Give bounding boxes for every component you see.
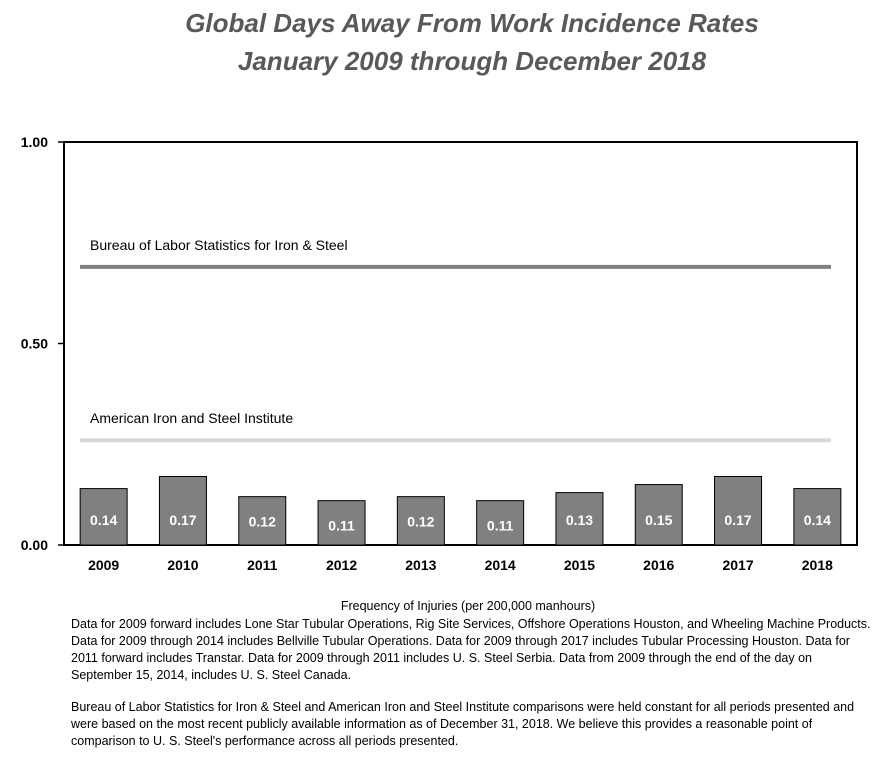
bar-2012: [317, 500, 366, 546]
chart-subtitle: January 2009 through December 2018: [237, 46, 707, 76]
y-tick-label: 1.00: [21, 134, 48, 150]
x-tick-label: 2013: [405, 557, 436, 573]
bar-2010: [158, 475, 207, 546]
bar-chart: 0.00 0.50 1.00 Bureau of Labor Statistics f…: [21, 134, 858, 573]
bar-2015: [555, 492, 604, 546]
bar-2017: [714, 475, 763, 546]
bar-value-label: 0.12: [249, 514, 276, 530]
bar-value-label: 0.17: [169, 512, 196, 528]
bar-2014: [476, 500, 525, 546]
x-tick-label: 2018: [802, 557, 833, 573]
y-tick-label: 0.00: [21, 537, 48, 553]
footnote-comparisons: Bureau of Labor Statistics for Iron & St…: [71, 700, 855, 748]
bar-2013: [396, 496, 445, 546]
reference-line-label-aisi: American Iron and Steel Institute: [90, 410, 293, 426]
x-tick-label: 2017: [722, 557, 753, 573]
bar-value-label: 0.14: [90, 512, 117, 528]
bar-2009: [79, 488, 128, 546]
bar-value-label: 0.13: [566, 512, 593, 528]
x-tick-label: 2015: [564, 557, 595, 573]
bar-value-label: 0.12: [407, 514, 434, 530]
footnote-data-scope: Data for 2009 forward includes Lone Star…: [71, 617, 871, 682]
x-tick-label: 2014: [485, 557, 516, 573]
x-tick-label: 2009: [88, 557, 119, 573]
bar-2016: [634, 484, 683, 546]
bar-value-label: 0.11: [328, 518, 355, 534]
bar-value-label: 0.11: [487, 518, 514, 534]
bar-value-label: 0.17: [724, 512, 751, 528]
chart-title: Global Days Away From Work Incidence Rat…: [185, 8, 759, 38]
bar-value-label: 0.15: [645, 512, 672, 528]
bar-2011: [238, 496, 287, 546]
bar-2018: [793, 488, 842, 546]
x-tick-label: 2012: [326, 557, 357, 573]
x-tick-label: 2010: [167, 557, 198, 573]
x-tick-label: 2011: [247, 557, 278, 573]
bar-value-label: 0.14: [804, 512, 831, 528]
x-tick-label: 2016: [643, 557, 674, 573]
x-axis-label: Frequency of Injuries (per 200,000 manho…: [340, 599, 596, 613]
reference-line-label-bls: Bureau of Labor Statistics for Iron & St…: [90, 237, 348, 253]
y-tick-label: 0.50: [21, 336, 48, 352]
